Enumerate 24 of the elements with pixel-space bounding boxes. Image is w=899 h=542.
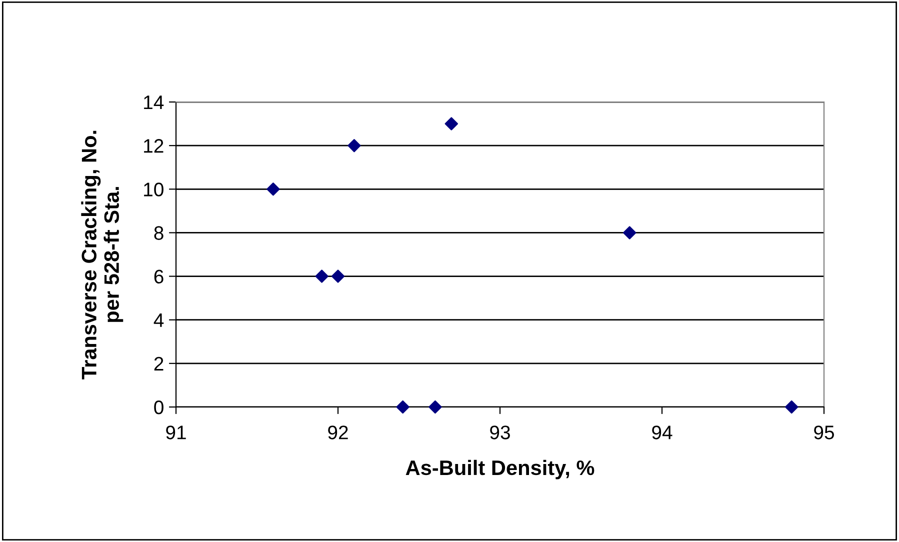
y-tick-label: 2	[154, 356, 164, 370]
point	[396, 400, 410, 414]
point	[785, 400, 798, 414]
y-axis-title: Transverse Cracking, No. per 528-ft Sta.	[81, 130, 124, 380]
y-tick-label: 14	[144, 96, 164, 110]
point	[623, 226, 636, 240]
y-tick-label: 8	[154, 226, 164, 240]
point	[315, 270, 328, 283]
point	[266, 182, 280, 196]
point	[444, 117, 458, 130]
y-tick-label: 0	[154, 400, 164, 414]
point	[348, 138, 361, 152]
x-tick-label: 92	[328, 426, 348, 440]
x-tick-label: 95	[814, 426, 834, 440]
x-axis-title: As-Built Density, %	[406, 460, 594, 480]
point	[428, 400, 442, 414]
y-tick-label: 4	[154, 314, 164, 327]
y-tick-label: 12	[144, 139, 164, 153]
point	[331, 270, 345, 283]
y-tick-label: 10	[144, 182, 164, 196]
x-tick-label: 93	[490, 426, 510, 440]
x-tick-label: 94	[652, 426, 672, 440]
y-tick-label: 6	[154, 270, 164, 284]
x-tick-label: 91	[166, 426, 186, 440]
